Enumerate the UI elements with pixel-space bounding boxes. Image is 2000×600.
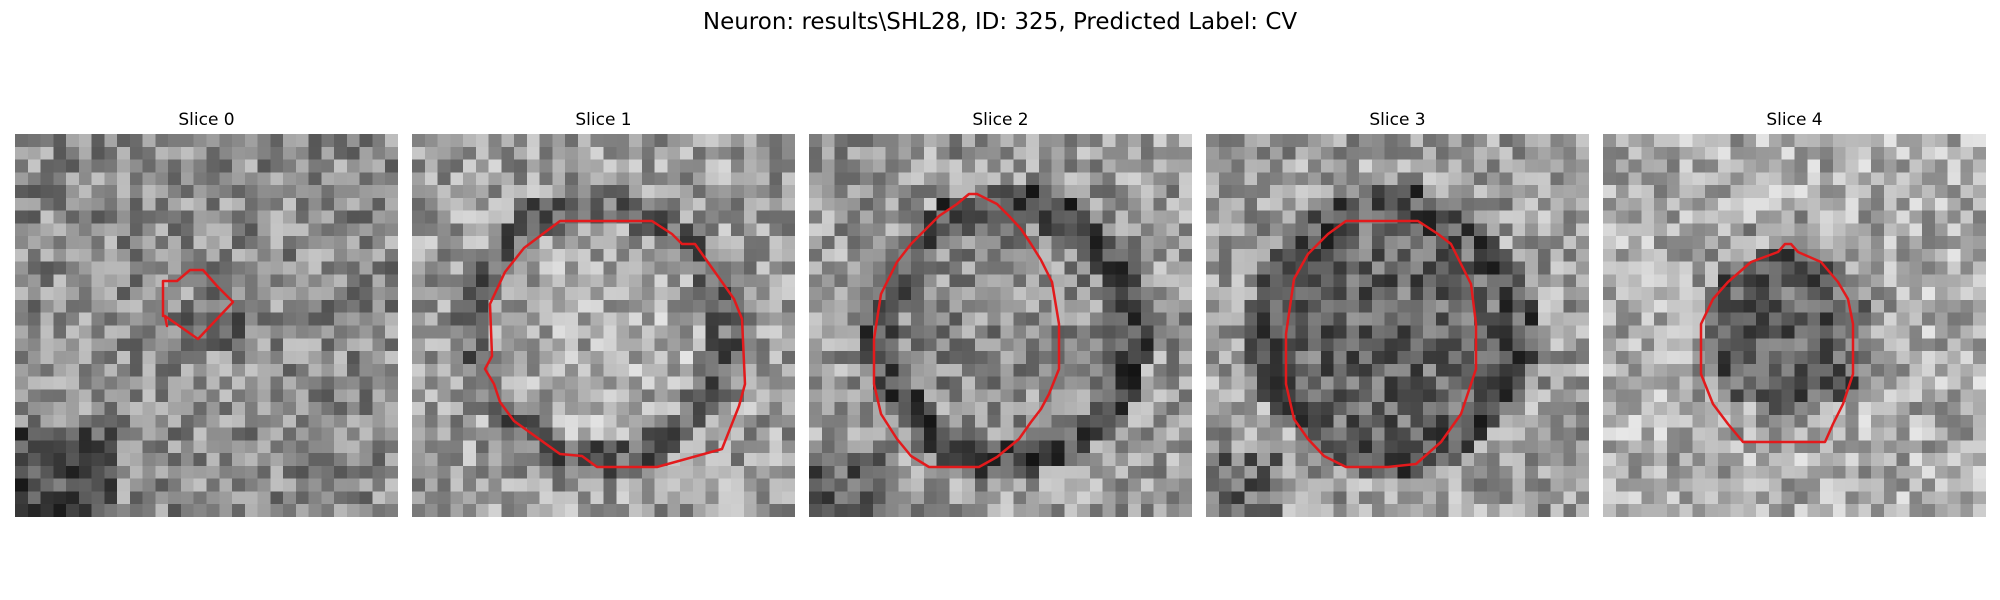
- figure-title: Neuron: results\SHL28, ID: 325, Predicte…: [702, 9, 1298, 35]
- slice-1-panel: [412, 134, 795, 517]
- slice-4-contour: [1699, 242, 1855, 444]
- slice-0-panel: [15, 134, 398, 517]
- slice-0-image: [15, 134, 398, 517]
- slice-3-title: Slice 3: [1369, 110, 1426, 130]
- slice-4-panel: [1603, 134, 1986, 517]
- slice-2-panel: [809, 134, 1192, 517]
- slice-1-image: [412, 134, 795, 517]
- slice-3-contour: [1284, 219, 1478, 469]
- slice-1-contour: [483, 219, 747, 469]
- slice-0-contour: [161, 268, 235, 341]
- slice-4-image: [1603, 134, 1986, 517]
- slice-3-panel: [1206, 134, 1589, 517]
- slice-2-title: Slice 2: [972, 110, 1029, 130]
- slice-0-title: Slice 0: [178, 110, 235, 130]
- slice-1-title: Slice 1: [575, 110, 632, 130]
- slice-4-title: Slice 4: [1766, 110, 1823, 130]
- slice-3-image: [1206, 134, 1589, 517]
- slice-2-contour: [872, 192, 1061, 469]
